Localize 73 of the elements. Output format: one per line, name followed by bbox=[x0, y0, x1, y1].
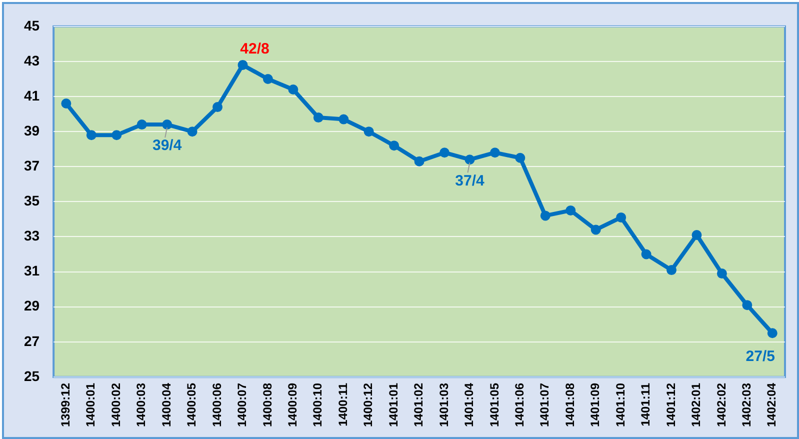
point bbox=[414, 156, 424, 166]
x-tick-label: 1401:12 bbox=[664, 382, 678, 428]
point bbox=[490, 148, 500, 158]
y-tick-label: 27 bbox=[24, 332, 40, 349]
point bbox=[86, 130, 96, 140]
x-tick-label: 1400:06 bbox=[210, 382, 224, 428]
point bbox=[742, 300, 752, 310]
point bbox=[590, 224, 601, 235]
y-tick-label: 33 bbox=[24, 228, 40, 244]
x-tick-label: 1400:10 bbox=[310, 382, 325, 428]
x-tick-label: 1402:03 bbox=[739, 382, 754, 428]
point bbox=[515, 152, 526, 163]
x-tick-label: 1400:02 bbox=[108, 382, 123, 428]
y-tick-label: 31 bbox=[24, 262, 40, 279]
point bbox=[187, 126, 198, 137]
point bbox=[112, 130, 122, 140]
point bbox=[716, 268, 727, 279]
point bbox=[162, 120, 172, 130]
y-tick-label: 41 bbox=[24, 87, 40, 104]
point bbox=[616, 212, 626, 222]
x-tick-label: 1401:03 bbox=[436, 382, 451, 428]
x-tick-label: 1400:07 bbox=[235, 382, 250, 428]
annotation: 39/4 bbox=[152, 137, 182, 154]
point bbox=[212, 102, 223, 112]
x-tick-label: 1401:09 bbox=[588, 382, 602, 428]
x-tick-label: 1400:05 bbox=[184, 382, 199, 428]
x-tick-label: 1401:08 bbox=[562, 382, 577, 428]
point bbox=[136, 120, 147, 130]
x-tick-label: 1401:02 bbox=[412, 382, 426, 428]
point bbox=[566, 205, 576, 216]
point bbox=[540, 210, 550, 221]
x-tick-label: 1401:11 bbox=[638, 382, 653, 426]
point bbox=[262, 74, 273, 84]
point bbox=[666, 265, 677, 276]
x-tick-label: 1402:04 bbox=[764, 382, 779, 428]
y-tick-label: 25 bbox=[24, 368, 40, 384]
y-tick-label: 39 bbox=[24, 122, 40, 138]
point bbox=[338, 114, 349, 124]
x-tick-label: 1400:12 bbox=[361, 382, 376, 428]
x-tick-label: 1401:10 bbox=[613, 382, 628, 428]
point bbox=[692, 230, 702, 240]
x-tick-label: 1401:04 bbox=[462, 382, 476, 428]
x-tick-label: 1400:11 bbox=[336, 382, 350, 426]
x-tick-label: 1400:08 bbox=[260, 382, 274, 428]
y-tick-label: 29 bbox=[24, 298, 40, 314]
point bbox=[641, 249, 652, 260]
point bbox=[288, 84, 298, 94]
point bbox=[464, 154, 475, 165]
x-tick-label: 1402:02 bbox=[714, 382, 728, 428]
x-tick-label: 1400:09 bbox=[285, 382, 300, 428]
x-tick-label: 1401:07 bbox=[538, 382, 552, 428]
y-tick-label: 43 bbox=[24, 52, 40, 68]
x-tick-label: 1401:06 bbox=[512, 382, 526, 428]
point bbox=[61, 98, 72, 109]
x-tick-label: 1399:12 bbox=[58, 382, 72, 428]
annotation: 42/8 bbox=[240, 40, 270, 58]
point bbox=[364, 126, 374, 137]
x-tick-label: 1401:01 bbox=[386, 382, 400, 428]
x-tick-label: 1400:01 bbox=[84, 382, 98, 428]
x-tick-label: 1401:05 bbox=[487, 382, 502, 428]
point bbox=[313, 112, 324, 123]
x-tick-label: 1400:03 bbox=[134, 382, 148, 428]
point bbox=[389, 140, 400, 151]
point bbox=[767, 328, 778, 338]
x-tick-label: 1402:01 bbox=[689, 382, 704, 428]
y-tick-label: 37 bbox=[24, 157, 40, 174]
annotation: 27/5 bbox=[746, 348, 775, 365]
point bbox=[238, 60, 248, 70]
y-tick-label: 35 bbox=[24, 192, 40, 209]
annotation: 37/4 bbox=[455, 172, 485, 190]
y-tick-label: 45 bbox=[24, 17, 40, 34]
point bbox=[440, 148, 450, 158]
x-tick-label: 1400:04 bbox=[159, 382, 174, 428]
